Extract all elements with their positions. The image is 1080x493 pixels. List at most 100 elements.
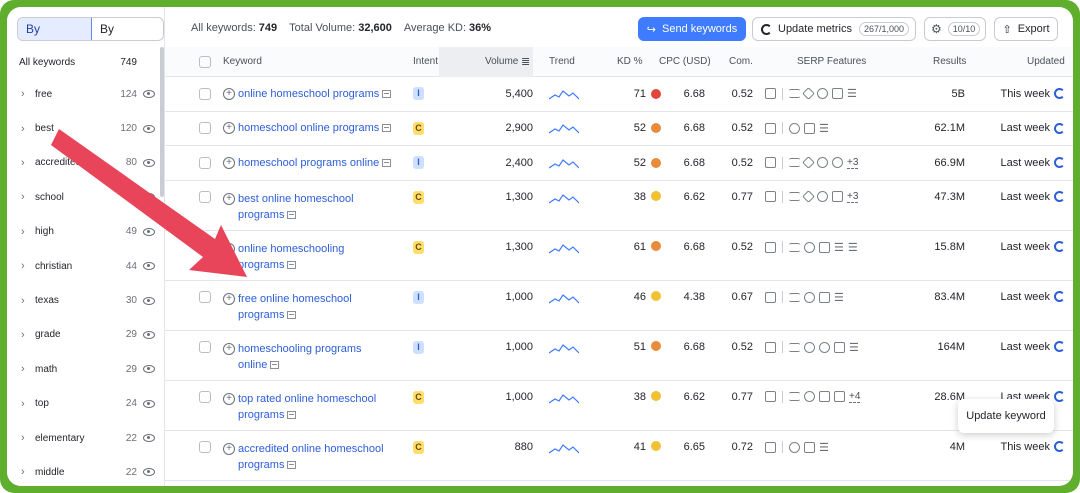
column-header-intent[interactable]: Intent [413, 56, 439, 67]
eye-icon[interactable] [143, 365, 155, 374]
row-checkbox[interactable] [199, 390, 211, 403]
toggle-by-number[interactable]: By number [18, 18, 92, 40]
eye-icon[interactable] [143, 296, 155, 305]
sidebar-scrollbar[interactable] [160, 47, 164, 197]
sidebar-item-math[interactable]: › math 29 [7, 352, 161, 386]
serp-snapshot-icon[interactable] [287, 210, 297, 219]
refresh-icon[interactable] [1054, 240, 1065, 252]
sidebar-item-free[interactable]: › free 124 [7, 77, 161, 111]
keyword-link[interactable]: free online homeschool programs [238, 291, 352, 323]
sidebar-item-grade[interactable]: › grade 29 [7, 318, 161, 352]
row-checkbox[interactable] [199, 122, 211, 135]
table-row[interactable]: + online homeschooling programs C 1,300 61… [165, 231, 1073, 281]
column-header-results[interactable]: Results [933, 56, 967, 67]
keyword-link[interactable]: accredited online homeschool programs [238, 441, 384, 473]
eye-icon[interactable] [143, 434, 155, 443]
toggle-by-volume[interactable]: By volume [99, 22, 114, 36]
row-checkbox[interactable] [199, 340, 211, 353]
keyword-link[interactable]: homeschooling programs online [238, 341, 362, 373]
add-icon[interactable]: + [223, 87, 235, 100]
column-header-volume[interactable]: Volume [485, 56, 519, 67]
column-header-trend[interactable]: Trend [549, 56, 575, 67]
sidebar-item-middle[interactable]: › middle 22 [7, 455, 161, 486]
table-row[interactable]: + best online homeschool programs C 1,300 … [165, 181, 1073, 231]
sidebar-item-high[interactable]: › high 49 [7, 215, 161, 249]
add-icon[interactable]: + [223, 292, 235, 305]
add-icon[interactable]: + [223, 342, 235, 355]
add-icon[interactable]: + [223, 156, 235, 169]
column-header-keyword[interactable]: Keyword [223, 56, 262, 67]
sidebar-item-christian[interactable]: › christian 44 [7, 249, 161, 283]
sidebar-item-school[interactable]: › school [7, 180, 161, 214]
settings-button[interactable]: ⚙ 10/10 [924, 17, 986, 41]
row-checkbox[interactable] [199, 87, 211, 100]
add-icon[interactable]: + [223, 192, 235, 205]
table-row[interactable]: + homeschool programs online I 2,400 52 6… [165, 146, 1073, 181]
more-features-link[interactable]: +4 [849, 390, 861, 403]
sidebar-item-top[interactable]: › top 24 [7, 387, 161, 421]
column-header-kd-[interactable]: KD % [617, 56, 643, 67]
refresh-icon[interactable] [1054, 440, 1065, 452]
eye-icon[interactable] [143, 90, 155, 99]
row-checkbox[interactable] [199, 190, 211, 203]
table-row[interactable]: + accredited online homeschool programs C … [165, 431, 1073, 481]
more-features-link[interactable]: +3 [847, 190, 859, 203]
row-checkbox[interactable] [199, 156, 211, 169]
row-checkbox[interactable] [199, 240, 211, 253]
eye-icon[interactable] [143, 227, 155, 236]
export-button[interactable]: ⇧ Export [994, 17, 1058, 41]
sidebar-item-best[interactable]: › best 120 [7, 111, 161, 145]
serp-snapshot-icon[interactable] [270, 360, 280, 369]
eye-icon[interactable] [143, 468, 155, 477]
table-row[interactable]: + online homeschool programs I 5,400 71 6… [165, 77, 1073, 112]
serp-snapshot-icon[interactable] [382, 124, 392, 133]
serp-snapshot-icon[interactable] [287, 260, 297, 269]
keyword-link[interactable]: top rated online homeschool programs [238, 391, 376, 423]
keyword-link[interactable]: online homeschooling programs [238, 241, 344, 273]
refresh-icon[interactable] [1054, 157, 1065, 169]
serp-snapshot-icon[interactable] [287, 410, 297, 419]
row-checkbox[interactable] [199, 440, 211, 453]
serp-snapshot-icon[interactable] [287, 460, 297, 469]
sidebar-item-texas[interactable]: › texas 30 [7, 283, 161, 317]
send-keywords-button[interactable]: ↪ Send keywords [638, 17, 746, 41]
sort-icon[interactable]: ≣ [521, 56, 531, 68]
table-row[interactable]: + free online homeschool programs I 1,000 … [165, 281, 1073, 331]
add-icon[interactable]: + [223, 392, 235, 405]
refresh-icon[interactable] [1054, 390, 1065, 402]
keyword-link[interactable]: best online homeschool programs [238, 191, 354, 223]
keyword-link[interactable]: online homeschool programs [238, 86, 392, 102]
row-checkbox[interactable] [199, 290, 211, 303]
eye-icon[interactable] [143, 124, 155, 133]
refresh-icon[interactable] [1054, 88, 1065, 100]
eye-icon[interactable] [143, 193, 155, 202]
all-keywords-group[interactable]: All keywords 749 [7, 47, 161, 77]
serp-snapshot-icon[interactable] [382, 158, 392, 167]
eye-icon[interactable] [143, 330, 155, 339]
add-icon[interactable]: + [223, 122, 235, 135]
table-row[interactable]: + homeschool online programs C 2,900 52 6… [165, 112, 1073, 146]
column-header-updated[interactable]: Updated [1027, 56, 1065, 67]
keyword-link[interactable]: homeschool programs online [238, 155, 392, 171]
table-row[interactable]: + top rated online homeschool programs C 1… [165, 381, 1073, 431]
refresh-icon[interactable] [1054, 122, 1065, 134]
select-all-checkbox[interactable] [199, 56, 211, 68]
column-header-serp-features[interactable]: SERP Features [797, 56, 867, 67]
sidebar-item-elementary[interactable]: › elementary 22 [7, 421, 161, 455]
column-header-com-[interactable]: Com. [729, 56, 753, 67]
refresh-icon[interactable] [1054, 290, 1065, 302]
refresh-icon[interactable] [1054, 340, 1065, 352]
add-icon[interactable]: + [223, 242, 235, 255]
update-metrics-button[interactable]: Update metrics 267/1,000 [752, 17, 916, 41]
more-features-link[interactable]: +3 [847, 156, 859, 169]
keyword-link[interactable]: homeschool online programs [238, 120, 392, 136]
serp-snapshot-icon[interactable] [287, 310, 297, 319]
eye-icon[interactable] [143, 399, 155, 408]
serp-snapshot-icon[interactable] [382, 89, 392, 98]
sidebar-item-accredited[interactable]: › accredited 80 [7, 146, 161, 180]
refresh-icon[interactable] [1054, 190, 1065, 202]
column-header-cpc-usd-[interactable]: CPC (USD) [659, 56, 711, 67]
eye-icon[interactable] [143, 158, 155, 167]
eye-icon[interactable] [143, 262, 155, 271]
add-icon[interactable]: + [223, 442, 235, 455]
